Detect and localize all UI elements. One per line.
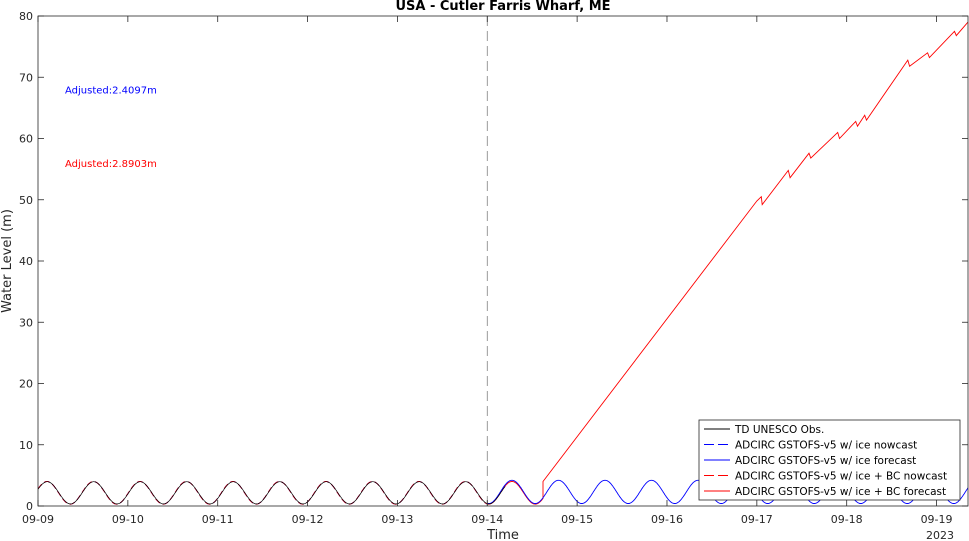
y-axis-label: Water Level (m) bbox=[0, 209, 15, 313]
y-tick-label: 70 bbox=[19, 71, 33, 84]
x-tick-label: 09-12 bbox=[292, 513, 324, 526]
legend: TD UNESCO Obs. ADCIRC GSTOFS-v5 w/ ice no… bbox=[698, 419, 961, 501]
y-tick-label: 30 bbox=[19, 316, 33, 329]
y-tick-label: 0 bbox=[26, 500, 33, 513]
x-axis-label: Time bbox=[486, 528, 519, 541]
legend-label: ADCIRC GSTOFS-v5 w/ ice forecast bbox=[735, 455, 916, 467]
legend-box bbox=[698, 419, 961, 501]
x-tick-label: 09-19 bbox=[921, 513, 953, 526]
year-label: 2023 bbox=[926, 529, 954, 541]
y-tick-label: 20 bbox=[19, 378, 33, 391]
x-tick-label: 09-17 bbox=[741, 513, 773, 526]
adjusted-annotation-2: Adjusted:2.8903m bbox=[65, 159, 157, 170]
y-tick-label: 40 bbox=[19, 255, 33, 268]
legend-label: TD UNESCO Obs. bbox=[734, 424, 824, 436]
y-tick-label: 80 bbox=[19, 10, 33, 23]
x-tick-label: 09-14 bbox=[471, 513, 503, 526]
x-tick-label: 09-13 bbox=[381, 513, 413, 526]
legend-label: ADCIRC GSTOFS-v5 w/ ice nowcast bbox=[735, 440, 917, 452]
y-tick-label: 10 bbox=[19, 439, 33, 452]
x-tick-label: 09-09 bbox=[22, 513, 54, 526]
adjusted-annotation-1: Adjusted:2.4097m bbox=[65, 86, 157, 97]
chart-title: USA - Cutler Farris Wharf, ME bbox=[395, 0, 610, 14]
x-tick-label: 09-15 bbox=[561, 513, 593, 526]
y-tick-label: 50 bbox=[19, 194, 33, 207]
series-observations bbox=[38, 481, 506, 505]
x-tick-label: 09-16 bbox=[651, 513, 683, 526]
legend-label: ADCIRC GSTOFS-v5 w/ ice + BC nowcast bbox=[735, 471, 947, 483]
annotations: Adjusted:2.4097m Adjusted:2.8903m bbox=[65, 86, 157, 171]
x-tick-label: 09-18 bbox=[831, 513, 863, 526]
y-tick-label: 60 bbox=[19, 133, 33, 146]
axes: 0 10 20 30 40 50 60 70 80 09-09 09-10 09-11 09-12 09-… bbox=[19, 10, 969, 526]
x-tick-label: 09-11 bbox=[202, 513, 234, 526]
legend-label: ADCIRC GSTOFS-v5 w/ ice + BC forecast bbox=[735, 486, 946, 498]
x-tick-label: 09-10 bbox=[112, 513, 144, 526]
